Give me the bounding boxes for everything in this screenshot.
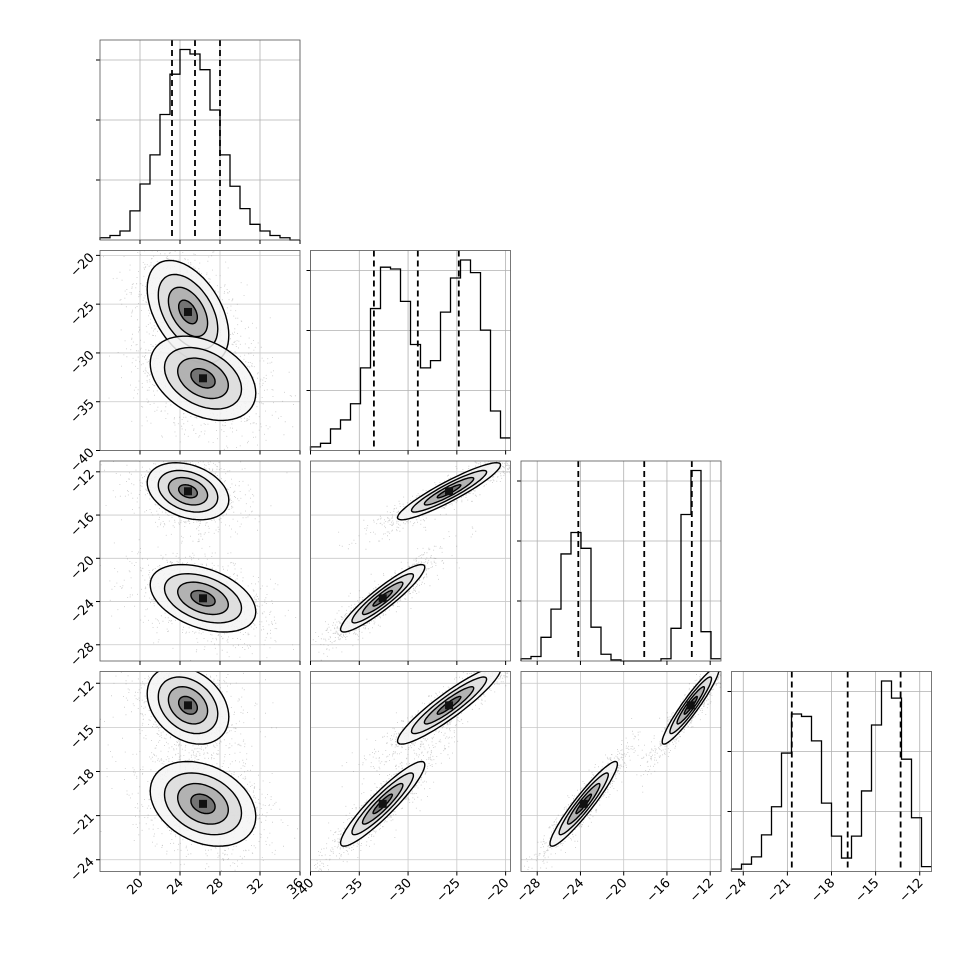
y-tick-label: −28 — [68, 640, 98, 670]
density-peak — [184, 701, 192, 710]
x-tick-label: −20 — [601, 876, 631, 906]
density-peak — [199, 594, 207, 603]
x-tick-label: −35 — [336, 876, 366, 906]
y-tick-label: −24 — [68, 597, 98, 627]
x-tick-label: −21 — [764, 876, 794, 906]
x-tick-label: −15 — [852, 876, 882, 906]
y-tick-label: −25 — [68, 299, 98, 329]
x-tick-label: −25 — [434, 876, 464, 906]
histogram-bar-series — [309, 259, 511, 451]
y-tick-label: −21 — [68, 811, 98, 841]
panel-frame — [99, 250, 301, 451]
x-tick-label: −30 — [385, 876, 415, 906]
x-tick-label: −18 — [808, 876, 838, 906]
x-tick-label: −12 — [897, 876, 927, 906]
x-tick-label: 20 — [125, 876, 147, 898]
x-tick-label: −20 — [482, 876, 512, 906]
scatter-panel-3-0 — [99, 671, 301, 872]
scatter-panel-3-1 — [310, 671, 511, 872]
x-tick-label: 28 — [205, 876, 227, 898]
x-tick-label: −12 — [687, 876, 717, 906]
panel-frame — [310, 671, 511, 872]
y-tick-label: −12 — [68, 467, 98, 497]
scatter-panel-1-0 — [99, 250, 301, 451]
histogram-panel-2 — [517, 460, 722, 662]
scatter-points — [100, 671, 298, 872]
histogram-panel-0 — [96, 39, 301, 241]
x-tick-label: −24 — [557, 876, 587, 906]
histogram-bar-series — [99, 48, 300, 241]
y-tick-label: −35 — [68, 397, 98, 427]
y-tick-label: −15 — [68, 722, 98, 752]
scatter-panel-2-0 — [99, 460, 301, 662]
scatter-panel-2-1 — [310, 460, 511, 662]
panel-frame — [520, 460, 722, 662]
density-peak — [184, 487, 192, 496]
y-tick-label: −12 — [68, 678, 98, 708]
histogram-panel-1 — [306, 250, 511, 451]
x-tick-label: −16 — [644, 876, 674, 906]
panel-frame — [310, 250, 511, 451]
y-tick-label: −20 — [68, 250, 98, 280]
density-peak — [184, 307, 192, 316]
panel-frame — [99, 460, 301, 662]
panel-frame — [520, 671, 722, 872]
density-peak — [199, 374, 207, 383]
x-tick-label: 32 — [245, 876, 267, 898]
density-peak — [445, 701, 454, 710]
density-peak — [445, 487, 454, 496]
histogram-panel-3 — [727, 671, 932, 872]
density-peak — [199, 799, 207, 808]
density-peak — [579, 799, 588, 808]
y-tick-label: −24 — [68, 855, 98, 885]
y-tick-label: −20 — [68, 553, 98, 583]
scatter-points — [312, 461, 511, 661]
panel-frame — [310, 460, 511, 662]
histogram-bar-series — [730, 680, 932, 872]
x-tick-label: −24 — [720, 876, 750, 906]
scatter-panel-3-2 — [520, 671, 722, 872]
density-peak — [378, 594, 387, 603]
x-tick-label: 24 — [165, 876, 187, 898]
density-peak — [378, 799, 387, 808]
y-tick-label: −18 — [68, 767, 98, 797]
y-tick-label: −16 — [68, 510, 98, 540]
panel-frame — [99, 39, 301, 241]
density-peak — [686, 701, 695, 710]
x-tick-label: −28 — [514, 876, 544, 906]
y-tick-label: −30 — [68, 348, 98, 378]
histogram-bar-series — [520, 469, 721, 662]
